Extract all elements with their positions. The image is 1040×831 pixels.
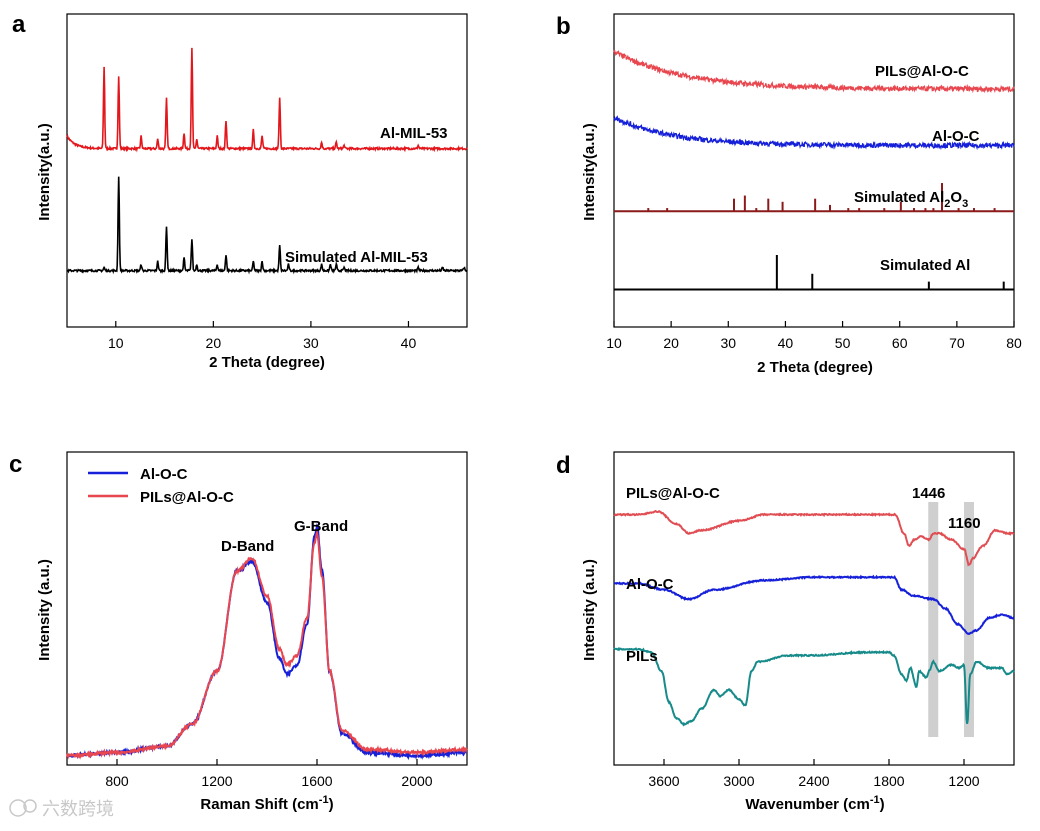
- watermark-logo-icon: [9, 799, 27, 817]
- panel-c-x-tick-label-1200: 1200: [201, 773, 232, 789]
- panel-d-x-tick-label-3000: 3000: [723, 773, 754, 789]
- panel-a-x-tick-label-40: 40: [401, 335, 417, 351]
- panel-a-plot-area: [66, 47, 468, 275]
- panel-d-x-tick-label-1200: 1200: [948, 773, 979, 789]
- panel-c-letter: c: [9, 451, 22, 478]
- panel-a-x-axis-label: 2 Theta (degree): [209, 354, 325, 371]
- panel-b-series-pils-al-o-c: [613, 49, 1015, 94]
- panel-d-series-pils-al-o-c: [613, 509, 1015, 567]
- panel-b-x-tick-label-10: 10: [606, 335, 622, 351]
- annotation-1160: 1160: [948, 515, 981, 532]
- panel-a: Al-MIL-53 Simulated Al-MIL-53 2 Theta (d…: [36, 13, 468, 371]
- panel-a-letter: a: [12, 11, 26, 38]
- panel-d-x-tick-label-2400: 2400: [798, 773, 829, 789]
- panel-d-label-pils: PILs: [626, 648, 658, 665]
- panel-d-series-pils: [613, 647, 1015, 727]
- panel-a-label-simulated: Simulated Al-MIL-53: [285, 249, 428, 266]
- panel-a-series-simulated-al-mil-53: [66, 176, 468, 275]
- panel-c-x-tick-label-2000: 2000: [401, 773, 432, 789]
- panel-b-x-tick-label-40: 40: [778, 335, 794, 351]
- panel-c-x-tick-label-1600: 1600: [301, 773, 332, 789]
- panel-c: Al-O-C PILs@Al-O-C D-Band G-Band Raman S…: [36, 451, 468, 813]
- panel-b-frame: [613, 13, 1015, 328]
- panel-c-x-tick-label-800: 800: [105, 773, 129, 789]
- panel-d-y-axis-label: Intensity (a.u.): [581, 559, 598, 661]
- panel-b-x-tick-label-70: 70: [949, 335, 965, 351]
- panel-d-highlight-bands: [928, 502, 974, 737]
- panel-d-letter: d: [556, 452, 571, 479]
- panel-b-x-tick-label-20: 20: [663, 335, 679, 351]
- panel-c-y-axis-label: Intensity (a.u.): [36, 559, 53, 661]
- panel-b-label-al-o-c: Al-O-C: [932, 128, 980, 145]
- panel-b-x-tick-label-30: 30: [720, 335, 736, 351]
- panel-b-plot-area: [613, 49, 1015, 291]
- panel-a-x-tick-label-10: 10: [108, 335, 124, 351]
- panel-d-label-pils-al-o-c: PILs@Al-O-C: [626, 485, 720, 502]
- panel-a-x-tick-label-30: 30: [303, 335, 319, 351]
- panel-b-y-axis-label: Intensity(a.u.): [581, 123, 598, 221]
- watermark: 六数跨境: [9, 799, 114, 819]
- legend-label-al-o-c: Al-O-C: [140, 466, 188, 483]
- panel-b: PILs@Al-O-C Al-O-C Simulated Al2O3 Simul…: [581, 13, 1022, 376]
- panel-a-label-al-mil-53: Al-MIL-53: [380, 125, 448, 142]
- panel-a-x-tick-label-20: 20: [206, 335, 222, 351]
- panel-b-series-al-o-c: [613, 115, 1015, 151]
- annotation-1446: 1446: [912, 485, 945, 502]
- panel-a-frame: [66, 13, 468, 328]
- panel-c-x-axis-label: Raman Shift (cm-1): [200, 794, 333, 813]
- panel-d-x-tick-label-1800: 1800: [873, 773, 904, 789]
- panel-d-series-al-o-c: [614, 574, 1015, 636]
- panel-d-plot-area: [613, 509, 1015, 727]
- panel-b-x-axis-label: 2 Theta (degree): [757, 359, 873, 376]
- panel-a-y-axis-label: Intensity(a.u.): [36, 123, 53, 221]
- panel-a-series-al-mil-53: [66, 47, 468, 153]
- band-1160: [964, 502, 974, 737]
- legend-label-pils-al-o-c: PILs@Al-O-C: [140, 489, 234, 506]
- panel-b-x-tick-label-50: 50: [835, 335, 851, 351]
- watermark-text: 六数跨境: [42, 799, 114, 819]
- panel-c-series-al-o-c: [66, 523, 468, 761]
- annotation-g-band: G-Band: [294, 518, 348, 535]
- panel-b-label-simulated-al: Simulated Al: [880, 257, 970, 274]
- panel-c-frame: [66, 451, 468, 766]
- watermark-logo-icon-2: [23, 799, 37, 813]
- panel-d-x-tick-label-3600: 3600: [648, 773, 679, 789]
- panel-b-letter: b: [556, 13, 571, 40]
- panel-c-series-pils-al-o-c: [66, 528, 468, 760]
- panel-b-x-tick-label-60: 60: [892, 335, 908, 351]
- annotation-d-band: D-Band: [221, 538, 274, 555]
- panel-b-label-pils-al-o-c: PILs@Al-O-C: [875, 63, 969, 80]
- panel-d-x-axis-label: Wavenumber (cm-1): [745, 794, 884, 813]
- panel-d-label-al-o-c: Al-O-C: [626, 576, 674, 593]
- panel-b-label-simulated-al2o3: Simulated Al2O3: [854, 189, 968, 210]
- panel-b-x-tick-label-80: 80: [1006, 335, 1022, 351]
- band-1446: [928, 502, 939, 737]
- panel-d: PILs@Al-O-C Al-O-C PILs 1446 1160 Wavenu…: [581, 451, 1015, 813]
- panel-c-plot-area: [66, 523, 468, 761]
